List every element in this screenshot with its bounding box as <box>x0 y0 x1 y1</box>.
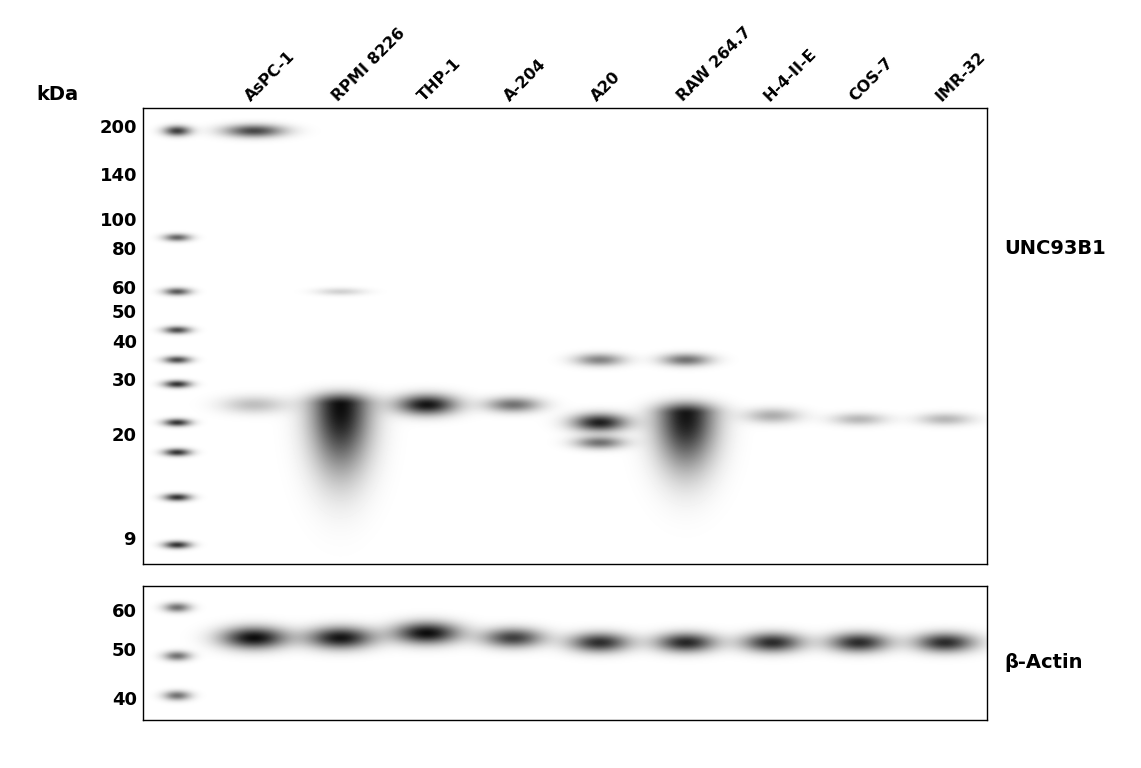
Text: 9: 9 <box>123 531 136 549</box>
Text: H-4-II-E: H-4-II-E <box>761 45 819 104</box>
Text: β-Actin: β-Actin <box>1004 654 1083 672</box>
Text: COS-7: COS-7 <box>847 55 896 104</box>
Text: A20: A20 <box>588 68 623 104</box>
Text: kDa: kDa <box>37 84 78 104</box>
Text: RAW 264.7: RAW 264.7 <box>674 24 754 104</box>
Text: THP-1: THP-1 <box>415 55 464 104</box>
Text: A-204: A-204 <box>502 56 549 104</box>
Text: AsPC-1: AsPC-1 <box>243 48 298 104</box>
Text: RPMI 8226: RPMI 8226 <box>329 25 407 104</box>
Text: UNC93B1: UNC93B1 <box>1004 239 1106 258</box>
Text: IMR-32: IMR-32 <box>933 48 988 104</box>
